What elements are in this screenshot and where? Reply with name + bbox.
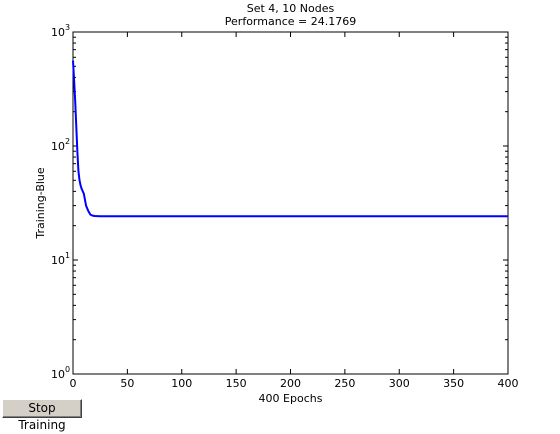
y-tick-exponent: 0 bbox=[65, 365, 70, 374]
plot-area bbox=[72, 31, 509, 375]
y-axis-label: Training-Blue bbox=[34, 167, 47, 240]
y-tick-label: 10 bbox=[51, 140, 65, 153]
chart-title: Set 4, 10 Nodes bbox=[247, 2, 335, 15]
x-tick-label: 400 bbox=[498, 377, 519, 390]
y-tick-exponent: 2 bbox=[65, 137, 70, 146]
y-tick-label: 10 bbox=[51, 368, 65, 381]
stop-training-button[interactable]: Stop Training bbox=[2, 399, 82, 432]
y-tick-label: 10 bbox=[51, 254, 65, 267]
x-tick-label: 150 bbox=[226, 377, 247, 390]
y-tick-exponent: 1 bbox=[65, 251, 70, 260]
x-tick-label: 50 bbox=[120, 377, 134, 390]
series-group bbox=[72, 60, 508, 218]
x-tick-label: 300 bbox=[389, 377, 410, 390]
x-tick-label: 350 bbox=[443, 377, 464, 390]
y-tick-exponent: 3 bbox=[65, 23, 70, 32]
x-tick-label: 200 bbox=[280, 377, 301, 390]
chart-subtitle: Performance = 24.1769 bbox=[225, 15, 356, 28]
training-performance-line bbox=[72, 60, 508, 218]
x-tick-label: 100 bbox=[171, 377, 192, 390]
x-axis-label: 400 Epochs bbox=[259, 392, 323, 405]
x-tick-label: 250 bbox=[334, 377, 355, 390]
x-axis-ticks: 0 50 100 150 200 250 300 350 400 bbox=[70, 32, 519, 390]
y-tick-label: 10 bbox=[51, 26, 65, 39]
x-tick-label: 0 bbox=[70, 377, 77, 390]
